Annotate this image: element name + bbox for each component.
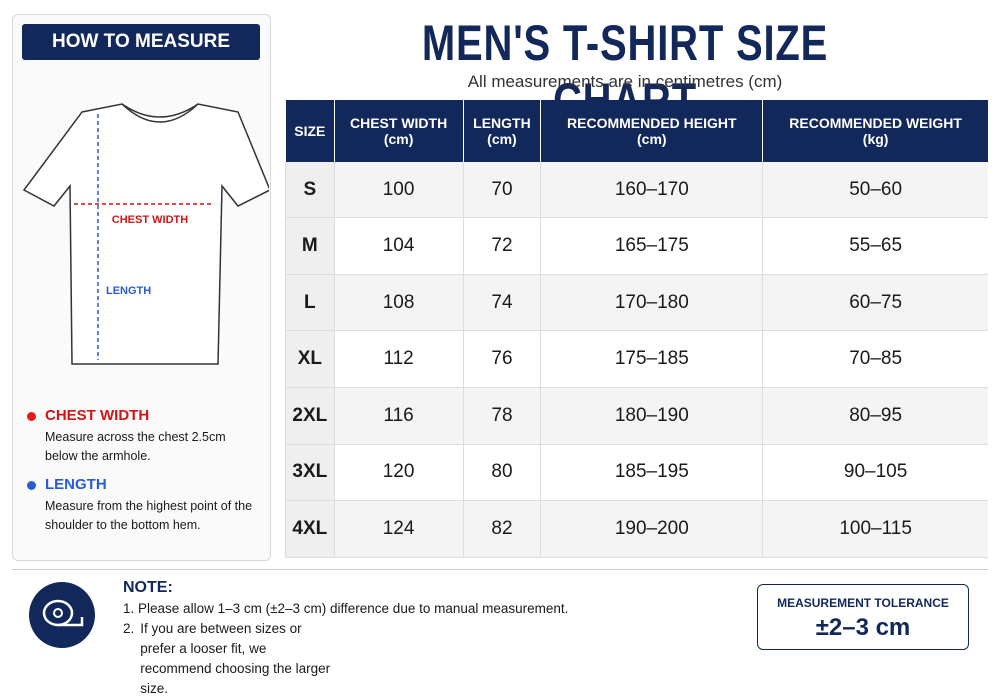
measure-item: CHEST WIDTH Measure across the chest 2.5c…: [45, 406, 260, 466]
tolerance-label: MEASUREMENT TOLERANCE: [777, 596, 949, 610]
table-row: 2XL 116 78 180–190 80–95: [285, 387, 988, 445]
cell: 76: [462, 330, 541, 388]
cell: 104: [333, 217, 464, 275]
cell: 60–75: [762, 274, 988, 332]
note-text: Please allow 1–3 cm (±2–3 cm) difference…: [138, 601, 569, 616]
note-marker: 1.: [123, 601, 135, 616]
cell: 170–180: [540, 274, 763, 332]
column-header: SIZE: [285, 100, 335, 162]
tolerance-box: MEASUREMENT TOLERANCE ±2–3 cm: [757, 584, 969, 650]
table-row: 3XL 120 80 185–195 90–105: [285, 444, 988, 502]
cell: 80–95: [762, 387, 988, 445]
cell: XL: [285, 330, 335, 388]
cell: 116: [333, 387, 464, 445]
item-text: Measure across the chest 2.5cm below the…: [45, 430, 226, 463]
note-marker: 2.: [123, 621, 135, 636]
note-item: 1. Please allow 1–3 cm (±2–3 cm) differe…: [123, 599, 568, 619]
cell: 82: [462, 500, 541, 558]
cell: 4XL: [285, 500, 335, 558]
table-row: 4XL 124 82 190–200 100–115: [285, 500, 988, 558]
table-row: L 108 74 170–180 60–75: [285, 274, 988, 332]
cell: 78: [462, 387, 541, 445]
cell: 185–195: [540, 444, 763, 502]
note-title: NOTE:: [123, 579, 173, 596]
tape-icon: [29, 582, 95, 648]
cell: S: [285, 162, 335, 219]
subtitle: All measurements are in centimetres (cm): [467, 72, 783, 91]
cell: 80: [462, 444, 541, 502]
length-label: LENGTH: [106, 285, 151, 297]
cell: L: [285, 274, 335, 332]
cell: 160–170: [540, 162, 763, 219]
cell: 108: [333, 274, 464, 332]
tolerance-value: ±2–3 cm: [815, 614, 911, 641]
cell: 120: [333, 444, 464, 502]
cell: 90–105: [762, 444, 988, 502]
cell: 70: [462, 162, 541, 219]
separator: [12, 569, 988, 570]
chest-label: CHEST WIDTH: [112, 214, 188, 226]
cell: 100: [333, 162, 464, 219]
cell: 2XL: [285, 387, 335, 445]
cell: M: [285, 217, 335, 275]
cell: 175–185: [540, 330, 763, 388]
sidebar-title: HOW TO MEASURE: [22, 24, 260, 60]
cell: 190–200: [540, 500, 763, 558]
cell: 100–115: [762, 500, 988, 558]
page: HOW TO MEASURE CHEST WIDTH LENGTH CHEST …: [12, 14, 988, 696]
cell: 55–65: [762, 217, 988, 275]
note-text: If you are between sizes or prefer a loo…: [140, 621, 331, 696]
item-title: LENGTH: [45, 476, 107, 493]
column-header: LENGTH (cm): [462, 100, 541, 162]
cell: 165–175: [540, 217, 763, 275]
item-title: CHEST WIDTH: [45, 407, 150, 424]
bullet: [27, 481, 36, 490]
cell: 124: [333, 500, 464, 558]
cell: 70–85: [762, 330, 988, 388]
note-item: 2. If you are between sizes or prefer a l…: [123, 619, 623, 699]
table-row: S 100 70 160–170 50–60: [285, 162, 988, 219]
measure-item: LENGTH Measure from the highest point of …: [45, 475, 260, 535]
cell: 72: [462, 217, 541, 275]
item-text: Measure from the highest point of the sh…: [45, 499, 253, 532]
cell: 3XL: [285, 444, 335, 502]
tshirt-diagram: CHEST WIDTH LENGTH: [22, 103, 269, 365]
table-row: M 104 72 165–175 55–65: [285, 217, 988, 275]
header-row: SIZE CHEST WIDTH (cm) LENGTH (cm) RECOMMEND…: [285, 100, 988, 162]
bullet: [27, 412, 36, 421]
table-row: XL 112 76 175–185 70–85: [285, 330, 988, 388]
size-table: SIZE CHEST WIDTH (cm) LENGTH (cm) RECOMMEND…: [285, 100, 988, 558]
cell: 74: [462, 274, 541, 332]
cell: 180–190: [540, 387, 763, 445]
cell: 50–60: [762, 162, 988, 219]
column-header: RECOMMENDED WEIGHT (kg): [762, 100, 988, 162]
cell: 112: [333, 330, 464, 388]
column-header: CHEST WIDTH (cm): [333, 100, 464, 162]
column-header: RECOMMENDED HEIGHT (cm): [540, 100, 763, 162]
